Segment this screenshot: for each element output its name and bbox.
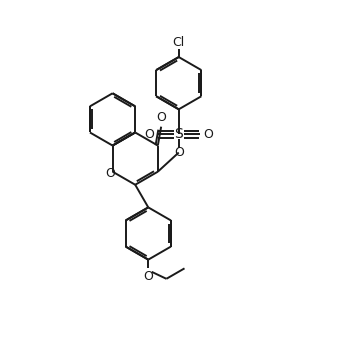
Text: S: S bbox=[175, 127, 183, 141]
Text: O: O bbox=[204, 128, 213, 141]
Text: O: O bbox=[144, 128, 154, 141]
Text: O: O bbox=[174, 146, 184, 159]
Text: O: O bbox=[143, 270, 153, 283]
Text: Cl: Cl bbox=[173, 36, 185, 49]
Text: O: O bbox=[156, 111, 166, 124]
Text: O: O bbox=[105, 167, 115, 180]
